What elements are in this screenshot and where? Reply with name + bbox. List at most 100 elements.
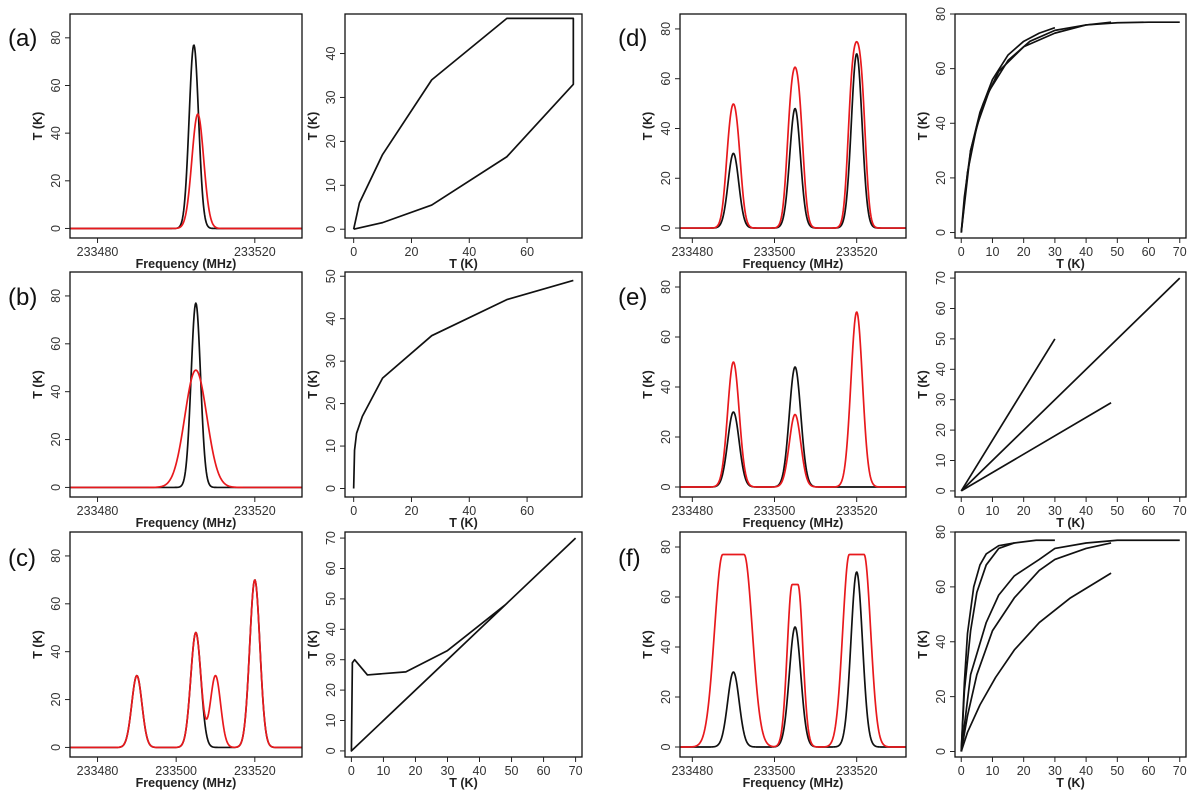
x-tick-label: 60 [520,504,534,518]
series-line-3 [960,402,1112,492]
y-tick-label: 50 [934,332,948,346]
series-black [680,53,906,229]
x-tick-label: 233500 [155,764,197,778]
x-tick-label: 233480 [77,504,119,518]
x-tick-label: 233500 [754,764,796,778]
x-tick-label: 233500 [754,245,796,259]
plot-frame [679,13,907,239]
x-tick-label: 233520 [234,245,276,259]
series-red [70,579,302,749]
x-axis-label: T (K) [449,776,477,790]
series-black [680,571,906,748]
x-axis-label: Frequency (MHz) [136,257,237,271]
panel-label-b: (b) [8,284,37,311]
y-tick-label: 20 [49,433,63,447]
x-tick-label: 0 [958,764,965,778]
y-tick-label: 60 [659,72,673,86]
panel-label-e: (e) [618,284,647,311]
series-black [70,579,302,749]
y-tick-label: 30 [934,393,948,407]
y-tick-label: 20 [659,690,673,704]
y-tick-label: 80 [49,549,63,563]
chart-b-spectrum: 233480 233520 0 20 40 60 80 Frequency (MHz) T (K… [31,271,303,530]
plot-frame [679,271,907,498]
y-tick-label: 60 [934,580,948,594]
x-tick-label: 233480 [77,245,119,259]
x-tick-label: 60 [1142,504,1156,518]
panel-labels: (a) (b) (c) (d) (e) (f) [8,25,647,572]
y-tick-label: 0 [49,225,63,232]
x-tick-label: 50 [1110,504,1124,518]
chart-e-corr: 0 10 20 30 40 50 60 70 0 10 20 30 40 50 60 70 T (K) T (K) [916,271,1187,530]
y-tick-label: 60 [49,337,63,351]
x-axis-label: Frequency (MHz) [743,776,844,790]
plot-frame [679,531,907,758]
y-tick-label: 0 [934,748,948,755]
series-red [70,113,302,230]
x-tick-label: 0 [350,504,357,518]
series-curve [352,279,574,489]
panel-label-c: (c) [8,545,36,572]
y-tick-label: 20 [49,693,63,707]
series-group [350,537,577,752]
x-tick-label: 10 [376,764,390,778]
series-group [960,21,1180,233]
x-tick-label: 233520 [234,504,276,518]
x-tick-label: 233480 [671,764,713,778]
x-tick-label: 10 [986,245,1000,259]
x-tick-label: 40 [462,245,476,259]
series-red [680,40,906,229]
y-axis-label: T (K) [31,370,45,398]
y-tick-label: 80 [49,289,63,303]
y-tick-label: 10 [324,439,338,453]
chart-d-spectrum: 233480 233500 233520 0 20 40 60 80 Frequency (MH… [641,13,907,271]
x-tick-label: 233500 [754,504,796,518]
plot-frame [344,531,583,758]
x-tick-label: 70 [1173,504,1187,518]
y-tick-label: 40 [934,116,948,130]
y-tick-label: 20 [934,690,948,704]
x-tick-label: 70 [569,764,583,778]
y-axis-label: T (K) [306,630,320,658]
y-tick-label: 20 [324,134,338,148]
x-axis-label: Frequency (MHz) [136,776,237,790]
series-curve-3 [960,21,1180,233]
y-tick-label: 20 [659,430,673,444]
y-tick-label: 60 [659,330,673,344]
series-group [960,539,1180,752]
series-curve-2 [960,21,1112,233]
series-line-2 [960,277,1181,492]
x-tick-label: 20 [1017,764,1031,778]
series-group [680,40,906,229]
chart-c-spectrum: 233480 233500 233520 0 20 40 60 80 Frequency (MH… [31,531,303,790]
x-tick-label: 233520 [234,764,276,778]
x-tick-label: 233520 [836,504,878,518]
y-tick-label: 40 [324,47,338,61]
x-tick-label: 60 [1142,245,1156,259]
y-tick-label: 20 [934,171,948,185]
y-tick-label: 60 [49,78,63,92]
series-curve-1 [960,539,1055,752]
y-axis-label: T (K) [306,370,320,398]
y-tick-label: 20 [324,683,338,697]
x-tick-label: 20 [405,245,419,259]
x-tick-label: 60 [520,245,534,259]
x-tick-label: 40 [462,504,476,518]
y-tick-label: 60 [49,597,63,611]
series-group [70,579,302,749]
y-tick-label: 0 [659,483,673,490]
y-axis-label: T (K) [916,370,930,398]
y-tick-label: 40 [659,380,673,394]
y-tick-label: 20 [324,397,338,411]
y-tick-label: 0 [324,485,338,492]
x-tick-label: 20 [409,764,423,778]
plots-layer: 233480 233520 0 20 40 60 80 Frequency (MHz) T (K… [31,7,1187,790]
x-tick-label: 233480 [671,245,713,259]
y-axis-label: T (K) [31,112,45,140]
x-axis-label: T (K) [449,516,477,530]
panel-label-a: (a) [8,25,37,52]
x-tick-label: 233520 [836,764,878,778]
y-tick-label: 80 [659,280,673,294]
y-tick-label: 0 [934,487,948,494]
